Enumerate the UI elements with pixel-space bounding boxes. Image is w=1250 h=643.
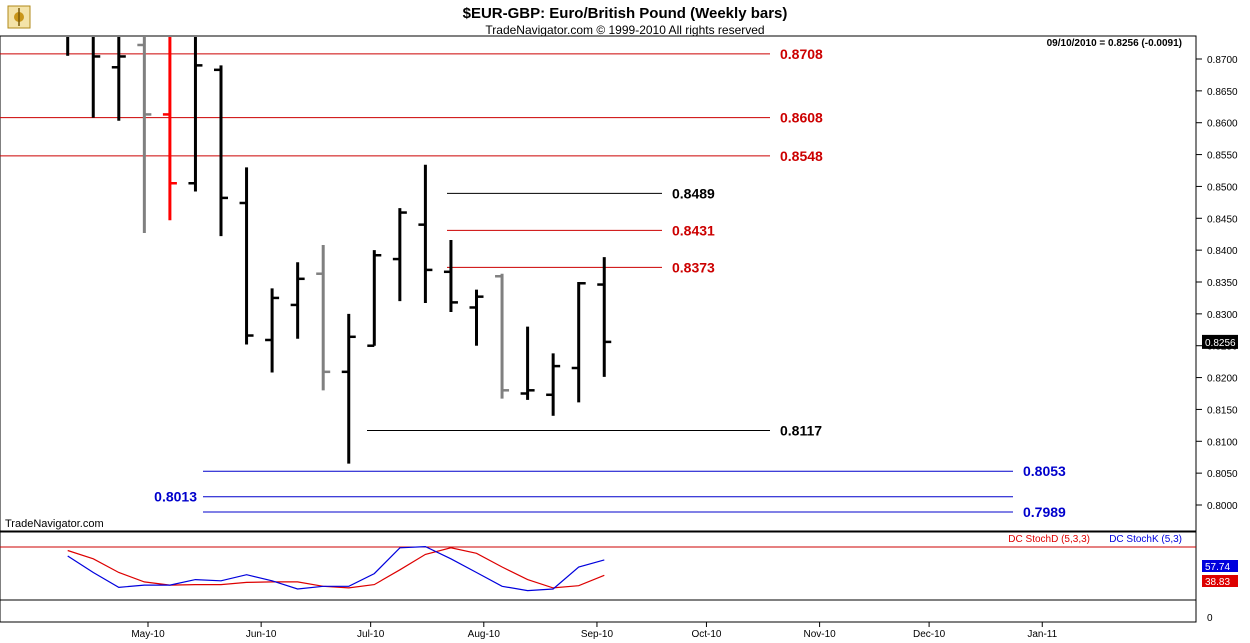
- stochastic-lines: 0 57.74 38.83: [67, 545, 1238, 624]
- price-tick-label: 0.8500: [1207, 182, 1238, 193]
- time-tick-label: Jul-10: [357, 629, 385, 640]
- level-label: 0.8373: [672, 259, 715, 275]
- stoch-d-value-box: [1202, 575, 1238, 587]
- time-tick-label: Jun-10: [246, 629, 277, 640]
- price-tick-label: 0.8200: [1207, 374, 1238, 385]
- stoch-k-value-box: [1202, 560, 1238, 572]
- trade-navigator-logo-icon: [7, 5, 31, 29]
- level-label: 0.8053: [1023, 463, 1066, 479]
- stoch-tick-label: 0: [1207, 613, 1213, 624]
- level-label: 0.8489: [672, 185, 715, 201]
- chart-title: $EUR-GBP: Euro/British Pound (Weekly bar…: [463, 5, 788, 22]
- stoch-d-value: 38.83: [1205, 577, 1230, 588]
- price-tick-label: 0.8550: [1207, 151, 1238, 162]
- watermark: TradeNavigator.com: [5, 518, 104, 530]
- stoch-k-line: [67, 545, 605, 592]
- time-tick-label: Jan-11: [1027, 629, 1057, 640]
- price-tick-label: 0.8100: [1207, 437, 1238, 448]
- price-axis: 0.80000.80500.81000.81500.82000.82500.83…: [1195, 36, 1238, 531]
- level-label: 0.8608: [780, 110, 823, 126]
- price-tick-label: 0.8300: [1207, 310, 1238, 321]
- stoch-k-value: 57.74: [1205, 562, 1230, 573]
- stoch-d-line: [67, 547, 605, 589]
- price-tick-label: 0.8400: [1207, 246, 1238, 257]
- stoch-k-legend: DC StochK (5,3): [1109, 534, 1182, 545]
- price-tick-label: 0.8650: [1207, 87, 1238, 98]
- price-tick-label: 0.8350: [1207, 278, 1238, 289]
- level-label: 0.8431: [672, 222, 715, 238]
- stoch-d-legend: DC StochD (5,3,3): [1008, 534, 1090, 545]
- price-tick-label: 0.8600: [1207, 119, 1238, 130]
- copyright-text: TradeNavigator.com © 1999-2010 All right…: [485, 23, 764, 37]
- stoch-panel-frame: [0, 531, 1197, 623]
- price-tick-label: 0.8150: [1207, 405, 1238, 416]
- level-label: 0.8013: [154, 489, 197, 505]
- time-tick-label: May-10: [131, 629, 165, 640]
- price-readout: 09/10/2010 = 0.8256 (-0.0091): [1047, 38, 1182, 49]
- last-price-box: [1202, 334, 1238, 349]
- time-tick-label: Dec-10: [913, 629, 946, 640]
- time-axis: May-10 Jun-10 Jul-10 Aug-10 Sep-10 Oct-10 Nov-…: [131, 622, 1058, 640]
- price-bars: [66, 37, 612, 464]
- level-label: 0.8117: [780, 422, 822, 438]
- level-label: 0.8708: [780, 46, 823, 62]
- price-tick-label: 0.8450: [1207, 214, 1238, 225]
- time-tick-label: Nov-10: [803, 629, 836, 640]
- time-tick-label: Oct-10: [691, 629, 721, 640]
- price-tick-label: 0.8050: [1207, 469, 1238, 480]
- price-tick-label: 0.8000: [1207, 501, 1238, 512]
- time-tick-label: Sep-10: [581, 629, 614, 640]
- horizontal-levels: 0.8708 0.8608 0.8548 0.8489 0.8431 0.8373 0.81…: [0, 46, 1066, 520]
- last-price-label: 0.8256: [1205, 338, 1236, 349]
- price-tick-label: 0.8700: [1207, 55, 1238, 66]
- level-label: 0.8548: [780, 148, 823, 164]
- level-label: 0.7989: [1023, 504, 1066, 520]
- time-tick-label: Aug-10: [468, 629, 501, 640]
